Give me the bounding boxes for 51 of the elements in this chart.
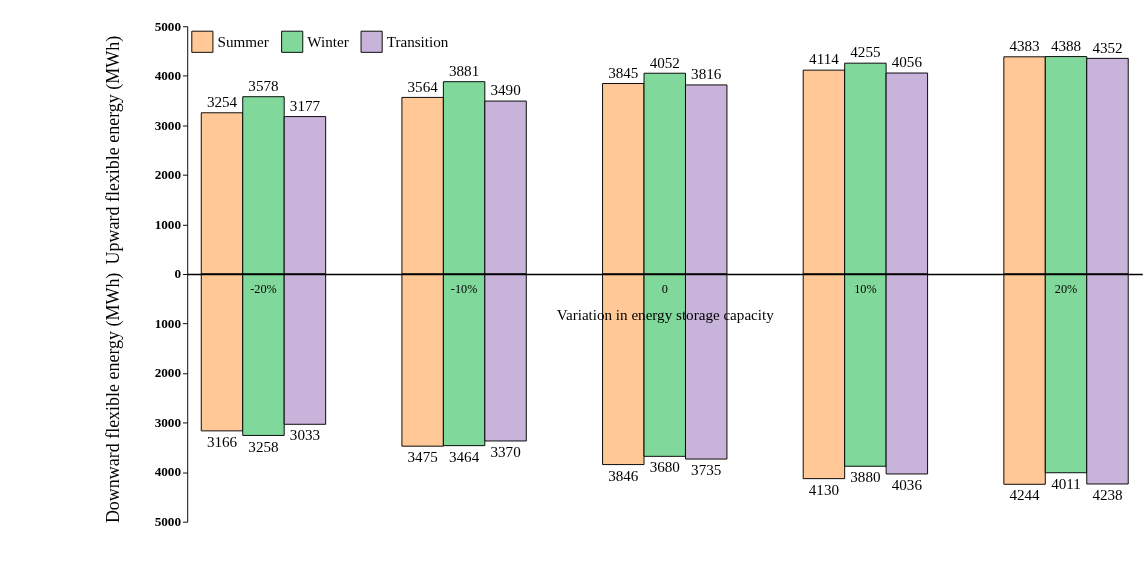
data-label: 4244 <box>1009 487 1041 504</box>
data-label: 4383 <box>1009 38 1040 55</box>
legend-label: Summer <box>217 33 269 50</box>
data-label: 3177 <box>289 97 321 114</box>
data-label: 3846 <box>608 467 639 484</box>
data-label: 4352 <box>1092 39 1123 56</box>
y-axis-title: Downward flexible energy (MWh) <box>103 272 125 524</box>
data-label: 4114 <box>809 51 840 68</box>
data-label: 3564 <box>407 78 439 95</box>
y-tick-label: 3000 <box>154 414 182 430</box>
data-label: 3816 <box>691 66 722 83</box>
data-label: 3033 <box>289 427 321 444</box>
y-axis-title: Upward flexible energy (MWh) <box>103 35 125 265</box>
data-label: 4052 <box>649 54 680 71</box>
x-tick-label: -10% <box>450 282 478 297</box>
data-label: 3578 <box>248 78 279 95</box>
y-tick-label: 5000 <box>154 18 182 34</box>
data-label: 3845 <box>608 64 639 81</box>
data-label: 4238 <box>1092 487 1123 504</box>
data-label: 3258 <box>248 438 279 455</box>
data-label: 3490 <box>490 82 521 99</box>
data-label: 3735 <box>691 462 722 479</box>
y-tick-label: 2000 <box>154 365 182 381</box>
data-label: 4056 <box>891 54 923 71</box>
data-label: 3464 <box>449 448 480 465</box>
legend-label: Transition <box>386 33 449 50</box>
y-tick-label: 1000 <box>154 216 182 232</box>
data-label: 3880 <box>850 469 881 486</box>
y-tick-label: 5000 <box>154 514 182 529</box>
data-label: 4388 <box>1050 37 1082 54</box>
x-tick-label: -20% <box>250 282 277 297</box>
data-label: 3370 <box>490 444 521 461</box>
data-label: 4011 <box>1051 475 1081 492</box>
x-tick-label: 20% <box>1054 282 1078 297</box>
x-tick-label: 10% <box>854 282 877 297</box>
data-label: 4255 <box>850 44 881 61</box>
data-label: 3254 <box>206 94 238 111</box>
legend-label: Winter <box>307 33 349 50</box>
y-tick-label: 3000 <box>154 117 182 133</box>
y-tick-label: 1000 <box>154 315 182 331</box>
y-tick-label: 4000 <box>154 464 182 480</box>
data-label: 4130 <box>808 481 840 498</box>
data-label: 3680 <box>649 459 680 476</box>
data-label: 3881 <box>449 63 480 80</box>
data-label: 3166 <box>206 433 238 450</box>
y-tick-label: 0 <box>174 266 182 282</box>
x-tick-label: 0 <box>661 282 668 297</box>
data-label: 4036 <box>891 477 923 494</box>
data-label: 3475 <box>407 449 438 466</box>
y-tick-label: 4000 <box>154 68 182 84</box>
y-tick-label: 2000 <box>154 167 182 183</box>
